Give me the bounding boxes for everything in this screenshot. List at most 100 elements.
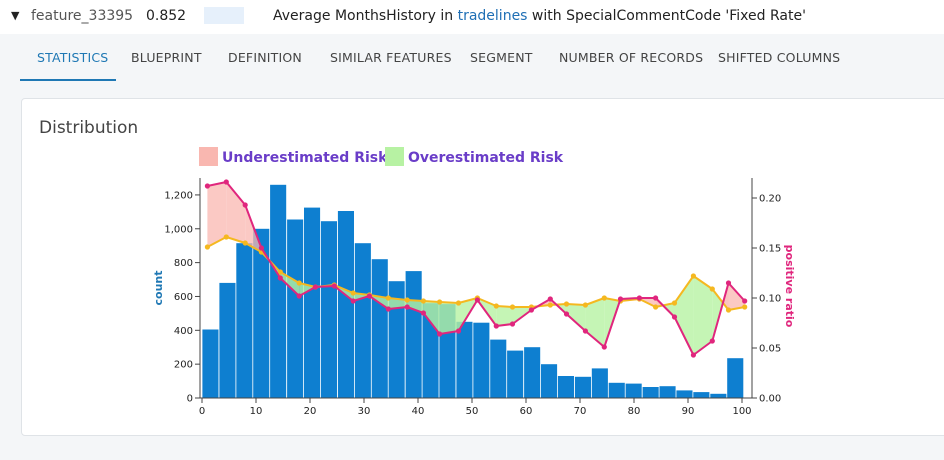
expected-ratio-point	[563, 301, 570, 307]
actual-ratio-point	[277, 275, 283, 281]
ratio-lines-layer	[204, 179, 748, 358]
tab-shifted-columns[interactable]: SHIFTED COLUMNS	[718, 50, 841, 65]
actual-ratio-point	[709, 338, 715, 344]
actual-ratio-point	[385, 306, 391, 312]
tab-blueprint[interactable]: BLUEPRINT	[131, 50, 202, 65]
left-axis-label: count	[152, 271, 165, 306]
expected-ratio-point	[509, 304, 516, 310]
feature-score: 0.852	[146, 8, 187, 24]
active-tab-indicator	[20, 79, 116, 81]
count-bar	[541, 364, 558, 398]
actual-ratio-point	[493, 323, 499, 329]
left-axis-tick-label: 1,200	[164, 190, 193, 201]
count-bar	[557, 376, 574, 398]
right-axis-label: positive ratio	[783, 245, 796, 328]
collapse-caret-icon[interactable]: ▼	[11, 9, 20, 22]
count-bar	[405, 271, 422, 398]
actual-ratio-point	[223, 179, 229, 185]
tab-segment[interactable]: SEGMENT	[470, 50, 533, 65]
legend-underestimated-label: Underestimated Risk	[222, 150, 388, 166]
count-bar	[608, 382, 625, 398]
count-bar	[337, 211, 354, 398]
right-axis-tick-label: 0.00	[759, 394, 781, 405]
left-axis-tick-label: 600	[174, 292, 193, 303]
bars-layer	[202, 184, 744, 398]
actual-ratio-point	[474, 297, 480, 303]
actual-ratio-point	[547, 296, 553, 302]
x-axis-tick-label: 90	[682, 406, 695, 417]
expected-ratio-point	[242, 240, 248, 246]
actual-ratio-point	[671, 314, 678, 320]
legend-overestimated-swatch	[385, 147, 404, 166]
count-bar	[473, 322, 490, 398]
count-bar	[287, 219, 304, 398]
actual-ratio-point	[404, 304, 410, 310]
expected-ratio-point	[404, 297, 410, 303]
count-bar	[710, 393, 727, 398]
actual-ratio-point	[742, 298, 748, 304]
count-bar	[388, 281, 405, 398]
expected-ratio-point	[742, 304, 748, 310]
count-bar	[574, 376, 591, 398]
left-axis-tick-label: 0	[187, 394, 193, 405]
expected-ratio-point	[385, 295, 391, 301]
legend-overestimated-label: Overestimated Risk	[408, 150, 564, 166]
count-bar	[354, 243, 371, 398]
left-axis-tick-label: 200	[174, 360, 193, 371]
overestimated-risk-area	[674, 276, 694, 355]
actual-ratio-point	[420, 310, 426, 316]
underestimated-risk-area	[728, 283, 745, 310]
x-axis-tick-label: 60	[520, 406, 533, 417]
count-bar	[456, 321, 473, 398]
x-axis-tick-label: 20	[304, 406, 317, 417]
count-bar	[591, 368, 608, 398]
expected-ratio-point	[493, 303, 499, 309]
expected-ratio-point	[296, 280, 302, 286]
overestimated-risk-area	[407, 300, 424, 313]
score-bar	[204, 7, 244, 24]
x-axis-tick-label: 10	[250, 406, 263, 417]
actual-ratio-point	[653, 295, 659, 301]
count-bar	[490, 339, 507, 398]
underestimated-risk-area	[207, 182, 227, 247]
expected-ratio-point	[601, 295, 607, 301]
actual-ratio-point	[258, 245, 264, 251]
tradelines-link[interactable]: tradelines	[457, 8, 528, 24]
count-bar	[219, 282, 236, 398]
overestimated-risk-area	[496, 306, 513, 326]
actual-ratio-point	[582, 328, 589, 334]
tab-statistics[interactable]: STATISTICS	[37, 50, 109, 65]
count-bar	[625, 383, 642, 398]
tab-number-of-records[interactable]: NUMBER OF RECORDS	[559, 50, 704, 65]
expected-ratio-point	[653, 304, 659, 310]
tab-definition[interactable]: DEFINITION	[228, 50, 302, 65]
right-axis-tick-label: 0.15	[759, 244, 781, 255]
count-bar	[642, 387, 659, 398]
actual-ratio-point	[455, 328, 462, 334]
tab-similar-features[interactable]: SIMILAR FEATURES	[330, 50, 452, 65]
left-axis-tick-label: 400	[174, 326, 193, 337]
legend-underestimated-swatch	[199, 147, 218, 166]
actual-ratio-point	[366, 293, 372, 299]
actual-ratio-point	[296, 293, 302, 299]
count-bar	[270, 184, 287, 398]
overestimated-risk-area	[693, 276, 713, 355]
description-suffix: with SpecialCommentCode 'Fixed Rate'	[527, 8, 806, 24]
axes-layer: 02004006008001,0001,2000.000.050.100.150…	[152, 178, 796, 417]
feature-name: feature_33395	[31, 8, 134, 24]
right-axis-tick-label: 0.10	[759, 294, 781, 305]
actual-ratio-point	[725, 280, 732, 286]
right-axis-tick-label: 0.05	[759, 344, 781, 355]
left-axis-tick-label: 1,000	[164, 224, 193, 235]
x-axis-tick-label: 80	[628, 406, 641, 417]
count-bar	[304, 207, 321, 398]
overestimated-risk-area	[566, 304, 586, 331]
expected-ratio-point	[350, 290, 356, 296]
count-bar	[236, 243, 253, 398]
count-bar	[676, 390, 693, 398]
count-bar	[507, 350, 524, 398]
actual-ratio-point	[437, 331, 443, 337]
count-bar	[320, 221, 337, 398]
description-prefix: Average MonthsHistory in	[273, 8, 458, 24]
